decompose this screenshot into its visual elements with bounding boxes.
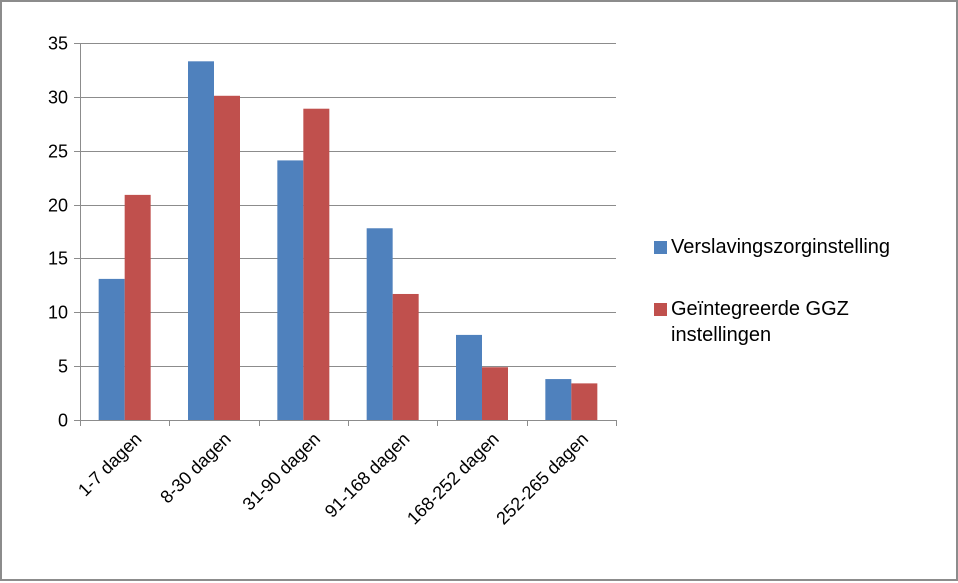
x-tick-label: 168-252 dagen [403,429,503,529]
legend-swatch-series-1 [654,241,667,254]
x-tick-label: 8-30 dagen [156,429,235,508]
y-tick-label: 20 [48,196,68,216]
bar-ggz-4 [392,293,419,420]
bars [98,61,598,420]
bar-verslavingszorg-1 [98,278,125,420]
y-tick-labels: 0 5 10 15 20 25 30 35 [48,34,68,431]
legend-item-series-2: Geïntegreerde GGZ instellingen [654,296,954,348]
legend-swatch-series-2 [654,303,667,316]
bar-ggz-1 [124,194,151,420]
y-tick-label: 15 [48,249,68,269]
legend: Verslavingszorginstelling Geïntegreerde … [654,234,954,384]
x-tick-label: 1-7 dagen [74,429,145,500]
bar-verslavingszorg-3 [277,160,304,420]
y-tick-label: 25 [48,142,68,162]
legend-label-series-2: Geïntegreerde GGZ instellingen [671,298,849,346]
y-tick-label: 5 [58,357,68,377]
x-tick-label: 91-168 dagen [321,429,414,522]
gridlines [80,43,616,367]
x-tick-label: 31-90 dagen [239,429,325,515]
y-tick-label: 0 [58,411,68,431]
y-tick-label: 35 [48,34,68,54]
bar-ggz-5 [482,367,508,420]
legend-item-series-1: Verslavingszorginstelling [654,234,954,260]
bar-verslavingszorg-2 [188,61,214,420]
legend-label-series-1: Verslavingszorginstelling [671,236,891,258]
bar-ggz-3 [303,108,330,420]
bar-verslavingszorg-6 [545,379,572,420]
y-tick-label: 30 [48,88,68,108]
bar-verslavingszorg-4 [366,228,393,420]
y-tick-label: 10 [48,303,68,323]
bar-ggz-6 [571,383,598,420]
bar-verslavingszorg-5 [456,334,482,420]
bar-ggz-2 [214,95,240,420]
axes [74,43,617,426]
x-tick-label: 252-265 dagen [492,429,592,529]
